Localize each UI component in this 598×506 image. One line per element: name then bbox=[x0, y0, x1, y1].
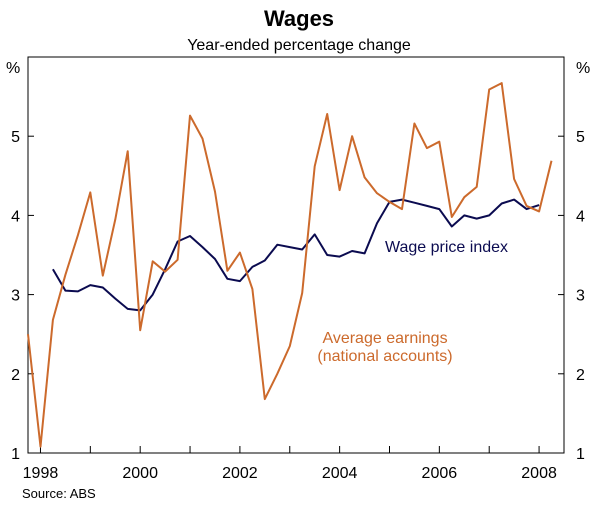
x-tick-label: 2000 bbox=[122, 465, 158, 482]
x-tick-label: 2002 bbox=[222, 465, 258, 482]
plot-frame bbox=[27, 56, 565, 454]
y-tick-label-right: 2 bbox=[576, 367, 585, 384]
y-unit-right: % bbox=[576, 60, 590, 77]
series-lines bbox=[27, 82, 553, 448]
y-tick-label-right: 1 bbox=[576, 446, 585, 463]
y-tick-label-left: 3 bbox=[11, 288, 20, 305]
y-tick-label-right: 3 bbox=[576, 288, 585, 305]
y-tick-label-left: 4 bbox=[11, 208, 20, 225]
x-tick-label: 2004 bbox=[322, 465, 358, 482]
source-note: Source: ABS bbox=[22, 486, 96, 501]
y-tick-label-right: 4 bbox=[576, 208, 585, 225]
series-line-wpi bbox=[52, 198, 540, 312]
legend-average-earnings-sub: (national accounts) bbox=[317, 348, 452, 365]
chart-subtitle: Year-ended percentage change bbox=[187, 37, 411, 54]
chart-title: Wages bbox=[264, 6, 334, 31]
legend-average-earnings: Average earnings bbox=[322, 330, 447, 347]
legend-wage-price-index: Wage price index bbox=[385, 239, 508, 256]
y-tick-label-left: 1 bbox=[11, 446, 20, 463]
y-tick-label-left: 5 bbox=[11, 129, 20, 146]
x-tick-label: 2006 bbox=[422, 465, 458, 482]
axes: 1 1 2 2 3 3 4 4 5 5 1998 2000 2002 2004 2006 2008 bbox=[11, 129, 585, 482]
y-unit-left: % bbox=[6, 60, 20, 77]
y-tick-label-right: 5 bbox=[576, 129, 585, 146]
y-tick-label-left: 2 bbox=[11, 367, 20, 384]
x-tick-label: 1998 bbox=[23, 465, 59, 482]
x-tick-label: 2008 bbox=[521, 465, 557, 482]
series-line-avg bbox=[27, 82, 553, 448]
